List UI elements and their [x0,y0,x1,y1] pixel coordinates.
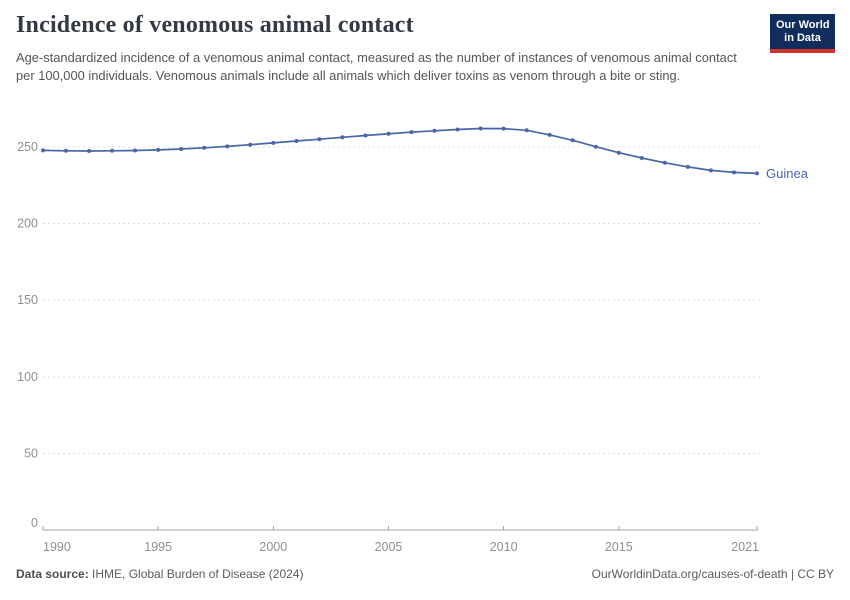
data-point[interactable] [271,140,276,145]
x-axis-label: 2005 [375,540,403,554]
data-point[interactable] [179,147,184,151]
data-point[interactable] [386,131,391,136]
data-source-note: Data source: IHME, Global Burden of Dise… [16,567,303,581]
chart-subtitle: Age-standardized incidence of a venomous… [16,50,737,83]
data-point[interactable] [478,126,483,131]
x-axis-label: 2010 [490,540,518,554]
y-axis-label: 100 [17,370,38,384]
y-axis-label: 150 [17,293,38,307]
data-point[interactable] [294,139,299,143]
y-axis-label: 200 [17,217,38,231]
x-axis-label: 2015 [605,540,633,554]
data-point[interactable] [616,150,621,155]
data-point[interactable] [202,145,207,150]
data-point[interactable] [225,144,230,149]
data-point[interactable] [133,148,138,153]
data-point[interactable] [593,144,598,149]
owid-logo-line1: Our World [776,19,830,31]
data-point[interactable] [755,171,759,176]
data-point[interactable] [41,148,45,153]
x-axis-label: 2021 [731,540,759,554]
data-point[interactable] [432,128,437,133]
data-point[interactable] [639,156,644,160]
data-point[interactable] [570,138,575,143]
data-point[interactable] [409,130,414,135]
data-point[interactable] [87,149,92,153]
x-axis-label: 2000 [259,540,287,554]
data-point[interactable] [156,147,161,152]
data-point[interactable] [662,160,667,165]
y-axis-label: 0 [31,516,38,530]
data-point[interactable] [248,142,253,147]
y-axis-label: 250 [17,140,38,154]
data-point[interactable] [732,170,736,175]
data-point[interactable] [340,135,345,140]
chart-line[interactable] [42,127,758,175]
x-axis-label: 1990 [43,540,71,554]
line-chart[interactable]: 0 50 100 150 200 250 1990 1995 2000 2005 2010 2015 2… [0,0,850,560]
data-point[interactable] [524,128,529,133]
data-point[interactable] [455,127,460,132]
x-axis-label: 1995 [144,540,172,554]
data-point[interactable] [685,164,690,169]
series-label-guinea[interactable]: Guinea [766,166,809,181]
data-point[interactable] [547,132,552,137]
data-point[interactable] [317,137,322,142]
data-point[interactable] [708,168,713,173]
data-point[interactable] [363,133,368,138]
data-point[interactable] [501,126,506,131]
chart-title: Incidence of venomous animal contact [16,12,414,38]
owid-logo-line2: in Data [784,32,821,44]
license-link[interactable]: OurWorldinData.org/causes-of-death | CC … [591,567,834,581]
data-point[interactable] [64,148,68,153]
owid-logo[interactable]: Our World in Data [770,14,835,53]
y-axis-label: 50 [24,446,38,460]
data-source-text: IHME, Global Burden of Disease (2024) [88,567,304,581]
data-point[interactable] [110,148,115,153]
data-source-label: Data source: [16,567,89,581]
